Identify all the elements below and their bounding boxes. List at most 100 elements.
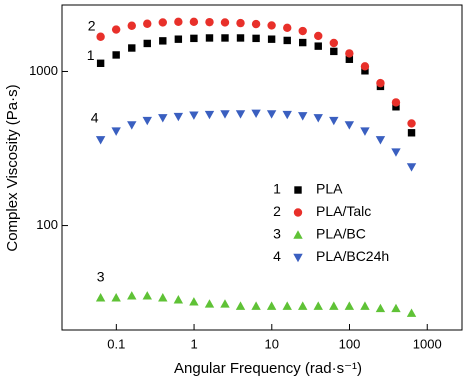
legend-marker [293, 230, 303, 239]
data-point [143, 39, 151, 48]
data-point [174, 17, 183, 27]
data-point [111, 25, 121, 34]
data-point [221, 34, 229, 42]
legend-number: 4 [273, 248, 281, 264]
data-point [173, 112, 184, 122]
legend-label: PLA/BC [316, 226, 366, 242]
legend-marker [294, 186, 302, 194]
data-point [252, 34, 260, 43]
legend-label: PLA/BC24h [316, 248, 389, 264]
series-label: 1 [87, 47, 95, 63]
data-point [344, 121, 355, 130]
data-point [360, 301, 370, 310]
data-point [220, 110, 230, 119]
data-point [314, 42, 322, 50]
legend-label: PLA [316, 181, 343, 197]
data-point [283, 23, 292, 33]
data-point [345, 55, 354, 63]
data-point [298, 112, 308, 121]
data-point [189, 17, 199, 27]
x-tick-label: 1000 [413, 336, 442, 351]
plot-frame [61, 4, 463, 331]
data-point [406, 308, 417, 317]
data-point [329, 38, 339, 48]
data-point [158, 293, 168, 302]
x-axis-label: Angular Frequency (rad·s⁻¹) [174, 360, 362, 377]
data-point [142, 291, 152, 300]
data-point [360, 62, 370, 71]
data-point [267, 35, 276, 43]
data-point [128, 44, 136, 52]
data-point [299, 38, 307, 47]
x-tick-label: 100 [339, 336, 361, 351]
data-point [220, 299, 230, 308]
data-point [345, 49, 354, 58]
data-point [189, 297, 199, 306]
data-point [236, 34, 245, 42]
data-point [251, 301, 261, 310]
data-point [391, 303, 401, 313]
legend-number: 2 [273, 203, 281, 219]
legend-number: 1 [273, 181, 281, 197]
data-point [205, 34, 214, 42]
data-point [205, 17, 214, 27]
data-point [266, 110, 277, 119]
data-point [391, 98, 401, 107]
data-point [220, 18, 230, 27]
data-point [407, 119, 416, 128]
data-point [267, 21, 276, 30]
data-point [344, 301, 355, 310]
data-point [376, 78, 385, 88]
data-point [95, 136, 106, 145]
data-point [189, 111, 199, 120]
series-label: 3 [97, 268, 105, 284]
data-point [298, 301, 308, 310]
data-point [298, 26, 307, 36]
data-point [360, 127, 370, 136]
data-point [266, 301, 277, 310]
x-tick-label: 10 [265, 336, 279, 351]
data-point [251, 109, 261, 119]
data-point [375, 303, 386, 313]
data-point [127, 21, 136, 30]
data-point [313, 114, 323, 123]
data-point [158, 18, 167, 27]
data-point [158, 114, 168, 123]
data-point [204, 110, 215, 120]
series-label: 4 [91, 110, 99, 126]
data-point [235, 301, 246, 310]
data-point [111, 293, 121, 302]
x-tick-label: 1 [190, 336, 197, 351]
data-point [251, 19, 261, 29]
data-point [174, 35, 183, 43]
series-label: 2 [88, 17, 96, 33]
data-point [173, 295, 184, 304]
y-tick-label: 100 [36, 217, 58, 232]
data-point [392, 103, 400, 111]
data-point [142, 116, 152, 126]
data-point [159, 37, 167, 45]
data-point [127, 291, 137, 300]
legend-marker [293, 253, 303, 263]
legend-marker [293, 208, 303, 217]
data-point [406, 163, 417, 172]
data-point [313, 301, 323, 310]
legend-label: PLA/Talc [316, 203, 371, 219]
legend-number: 3 [273, 226, 281, 242]
data-point [112, 51, 120, 59]
data-point [283, 36, 291, 45]
data-point [282, 110, 292, 120]
y-tick-label: 1000 [29, 63, 58, 78]
data-point [111, 127, 121, 136]
data-point [407, 129, 416, 137]
x-tick-label: 0.1 [107, 336, 125, 351]
data-point [96, 59, 105, 67]
data-point [236, 18, 245, 28]
data-point [96, 32, 105, 41]
data-point [375, 136, 386, 145]
data-point [127, 121, 137, 130]
data-point [329, 116, 339, 126]
data-point [391, 148, 401, 157]
data-point [190, 34, 198, 43]
